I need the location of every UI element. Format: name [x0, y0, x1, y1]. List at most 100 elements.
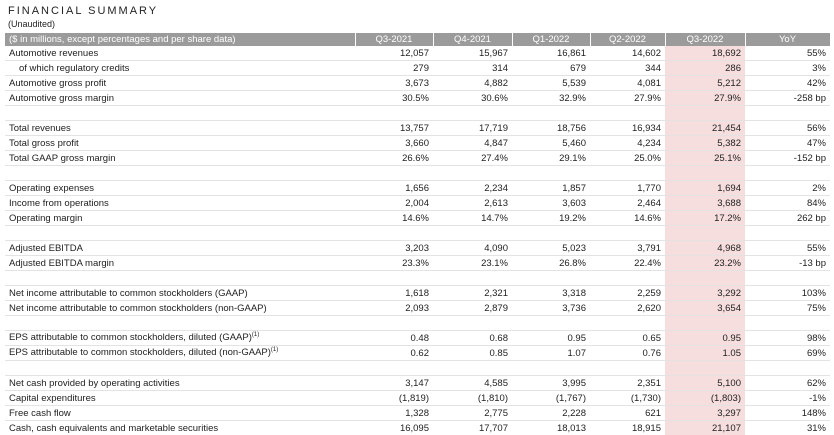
empty-cell [355, 105, 433, 121]
value-cell: 3,203 [355, 240, 433, 256]
row-label: Operating margin [5, 210, 355, 226]
data-row: Total revenues 13,757 17,719 18,756 16,934 21… [5, 120, 830, 136]
spacer-row [5, 165, 830, 181]
empty-cell [590, 105, 665, 121]
empty-cell [665, 105, 745, 121]
value-cell: 1,770 [590, 180, 665, 196]
footnote-mark: (1) [251, 332, 260, 339]
value-cell: 31% [745, 420, 830, 435]
empty-cell [512, 270, 590, 286]
value-cell: 14.6% [590, 210, 665, 226]
label-text: Operating expenses [9, 182, 95, 194]
value-cell: 4,585 [433, 375, 512, 391]
value-cell: 17.2% [665, 210, 745, 226]
value-cell: 1.07 [512, 345, 590, 361]
value-cell: 2,234 [433, 180, 512, 196]
row-label: Net income attributable to common stockh… [5, 285, 355, 301]
spacer-row [5, 225, 830, 241]
empty-cell [665, 270, 745, 286]
value-cell: (1,819) [355, 390, 433, 406]
row-label: Adjusted EBITDA margin [5, 255, 355, 271]
row-label: Total revenues [5, 120, 355, 136]
value-cell: 0.76 [590, 345, 665, 361]
empty-cell [5, 225, 355, 241]
value-cell: 75% [745, 300, 830, 316]
value-cell: (1,803) [665, 390, 745, 406]
value-cell: 47% [745, 135, 830, 151]
empty-cell [433, 360, 512, 376]
column-header: YoY [745, 33, 831, 46]
empty-cell [745, 165, 830, 181]
empty-cell [665, 360, 745, 376]
column-header: Q2-2022 [590, 33, 666, 46]
data-row: Cash, cash equivalents and marketable se… [5, 420, 830, 435]
value-cell: 55% [745, 240, 830, 256]
data-row: Automotive gross margin 30.5% 30.6% 32.9% 27… [5, 90, 830, 106]
empty-cell [433, 315, 512, 331]
data-row: of which regulatory credits 279 314 679 344 2… [5, 60, 830, 76]
value-cell: 286 [665, 60, 745, 76]
data-row: Net cash provided by operating activitie… [5, 375, 830, 391]
empty-cell [433, 225, 512, 241]
label-text: EPS attributable to common stockholders,… [9, 347, 271, 359]
value-cell: 12,057 [355, 46, 433, 61]
value-cell: 3,995 [512, 375, 590, 391]
label-text: Net cash provided by operating activitie… [9, 377, 180, 389]
row-label: EPS attributable to common stockholders,… [5, 330, 355, 346]
value-cell: 2,775 [433, 405, 512, 421]
value-cell: 69% [745, 345, 830, 361]
value-cell: 3,292 [665, 285, 745, 301]
value-cell: 279 [355, 60, 433, 76]
spacer-row [5, 270, 830, 286]
value-cell: 3,297 [665, 405, 745, 421]
empty-cell [512, 105, 590, 121]
row-label: Automotive revenues [5, 46, 355, 61]
empty-cell [590, 315, 665, 331]
value-cell: 17,719 [433, 120, 512, 136]
value-cell: 4,968 [665, 240, 745, 256]
value-cell: 5,539 [512, 75, 590, 91]
label-text: Total revenues [9, 122, 71, 134]
label-text: Automotive revenues [9, 47, 99, 59]
data-row: Total gross profit 3,660 4,847 5,460 4,234 5,… [5, 135, 830, 151]
value-cell: 1.05 [665, 345, 745, 361]
value-cell: 2,259 [590, 285, 665, 301]
value-cell: 17,707 [433, 420, 512, 435]
value-cell: 18,915 [590, 420, 665, 435]
spacer-row [5, 105, 830, 121]
value-cell: 19.2% [512, 210, 590, 226]
data-row: Operating expenses 1,656 2,234 1,857 1,770 1,… [5, 180, 830, 196]
empty-cell [590, 360, 665, 376]
value-cell: 56% [745, 120, 830, 136]
value-cell: 1,656 [355, 180, 433, 196]
label-text: Automotive gross profit [9, 77, 107, 89]
value-cell: 55% [745, 46, 830, 61]
row-label: Total GAAP gross margin [5, 150, 355, 166]
data-row: Net income attributable to common stockh… [5, 300, 830, 316]
empty-cell [745, 105, 830, 121]
label-text: Free cash flow [9, 407, 71, 419]
value-cell: 3,147 [355, 375, 433, 391]
empty-cell [5, 270, 355, 286]
value-cell: 25.1% [665, 150, 745, 166]
value-cell: 15,967 [433, 46, 512, 61]
value-cell: 30.5% [355, 90, 433, 106]
row-label: of which regulatory credits [5, 60, 355, 76]
value-cell: 262 bp [745, 210, 830, 226]
empty-cell [355, 225, 433, 241]
row-label: Free cash flow [5, 405, 355, 421]
value-cell: 1,857 [512, 180, 590, 196]
label-text: Adjusted EBITDA [9, 242, 83, 254]
value-cell: 14.7% [433, 210, 512, 226]
data-row: Free cash flow 1,328 2,775 2,228 621 3,297 148… [5, 405, 830, 421]
value-cell: 344 [590, 60, 665, 76]
value-cell: 98% [745, 330, 830, 346]
label-text: of which regulatory credits [19, 62, 130, 74]
value-cell: 84% [745, 195, 830, 211]
value-cell: 27.9% [590, 90, 665, 106]
empty-cell [433, 105, 512, 121]
value-cell: (1,767) [512, 390, 590, 406]
value-cell: 4,234 [590, 135, 665, 151]
empty-cell [512, 165, 590, 181]
